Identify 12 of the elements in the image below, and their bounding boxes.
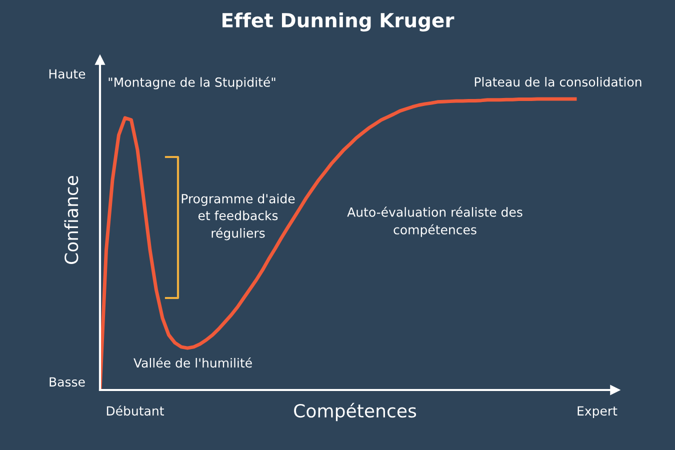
annotation: Programme d'aide et feedbacks réguliers — [182, 194, 295, 240]
text: Expert — [578, 406, 618, 418]
annotation: Auto-évaluation réaliste des compétences — [347, 206, 522, 237]
annotation: Vallée de l'humilité — [134, 357, 252, 368]
chart-title: Effet Dunning Kruger — [222, 12, 454, 32]
text: Haute — [49, 69, 86, 79]
y-axis-title: Confiance — [64, 176, 78, 264]
text: "Montagne de la Stupidité" — [108, 76, 276, 90]
text: Basse — [50, 377, 85, 387]
x-axis-title: Compétences — [294, 402, 416, 422]
text: Plateau de la consolidation — [474, 76, 642, 87]
text: Débutant — [106, 405, 164, 416]
